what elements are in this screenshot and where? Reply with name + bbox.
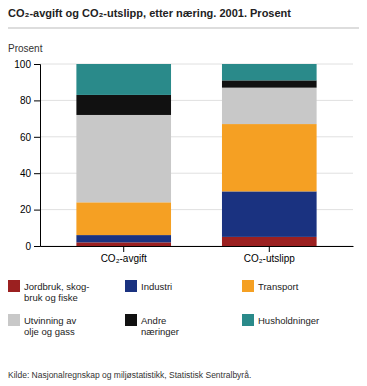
legend-swatch	[125, 280, 137, 292]
bar-segment	[222, 64, 317, 80]
tick-label: 80	[20, 95, 32, 106]
legend: Jordbruk, skog-bruk og fiske Industri Tran…	[8, 280, 319, 337]
legend-label: Industri	[141, 281, 172, 292]
x-tick: CO₂-utslipp	[244, 246, 296, 264]
grid	[40, 64, 353, 246]
bar-segment	[76, 115, 171, 202]
tick-mark	[34, 210, 40, 211]
legend-swatch	[125, 314, 137, 326]
tick-mark	[123, 246, 124, 252]
bar-segment	[222, 124, 317, 191]
bar-segment	[222, 191, 317, 237]
source: Kilde: Nasjonalregnskap og miljøstatisti…	[8, 370, 251, 380]
legend-item: Andrenæringer	[125, 314, 179, 337]
legend-swatch	[242, 280, 254, 292]
y-tick: 100	[14, 59, 40, 70]
bar-segment	[222, 88, 317, 124]
bar-segment	[76, 235, 171, 242]
series	[76, 88, 316, 203]
tick-label: CO₂-utslipp	[244, 253, 296, 264]
tick-mark	[269, 246, 270, 252]
separator	[8, 28, 359, 29]
y-tick: 20	[20, 204, 40, 215]
tick-mark	[34, 137, 40, 138]
legend-label: Transport	[258, 281, 299, 292]
tick-label: 100	[14, 59, 31, 70]
legend-item: Husholdninger	[242, 314, 319, 326]
y-tick: 60	[20, 132, 40, 143]
chart: CO₂-avgift og CO₂-utslipp, etter næring.…	[0, 0, 367, 386]
bar-segment	[76, 64, 171, 95]
tick-mark	[34, 100, 40, 101]
y-axis: 0 20 40 60 80 100	[14, 59, 40, 252]
legend-item: Jordbruk, skog-bruk og fiske	[8, 280, 89, 303]
y-axis-title: Prosent	[8, 43, 43, 54]
series	[76, 64, 316, 95]
bar-segment	[76, 202, 171, 235]
legend-label: Utvinning avolje og gass	[24, 315, 77, 337]
bar-segment	[222, 80, 317, 87]
bar-segment	[76, 242, 171, 246]
y-tick: 40	[20, 168, 40, 179]
bar-segment	[76, 95, 171, 115]
legend-label: Jordbruk, skog-bruk og fiske	[24, 281, 89, 303]
bars	[76, 64, 316, 246]
tick-mark	[34, 173, 40, 174]
tick-label: 60	[20, 132, 32, 143]
tick-label: 20	[20, 204, 32, 215]
legend-item: Transport	[242, 280, 299, 292]
legend-label: Husholdninger	[258, 315, 319, 326]
y-tick: 80	[20, 95, 40, 106]
legend-swatch	[8, 314, 20, 326]
axis-line	[34, 65, 41, 247]
tick-mark	[34, 64, 40, 65]
x-axis: CO₂-avgift CO₂-utslipp	[41, 246, 354, 264]
tick-mark	[34, 246, 40, 247]
legend-swatch	[8, 280, 20, 292]
bar-segment	[222, 237, 317, 246]
legend-swatch	[242, 314, 254, 326]
title: CO₂-avgift og CO₂-utslipp, etter næring.…	[8, 7, 291, 19]
legend-label: Andrenæringer	[141, 315, 179, 337]
x-tick: CO₂-avgift	[101, 246, 147, 264]
legend-item: Industri	[125, 280, 172, 292]
axis-line	[41, 246, 354, 247]
tick-label: CO₂-avgift	[101, 253, 147, 264]
tick-label: 0	[25, 241, 31, 252]
legend-item: Utvinning avolje og gass	[8, 314, 77, 337]
tick-label: 40	[20, 168, 32, 179]
y-tick: 0	[25, 241, 40, 252]
